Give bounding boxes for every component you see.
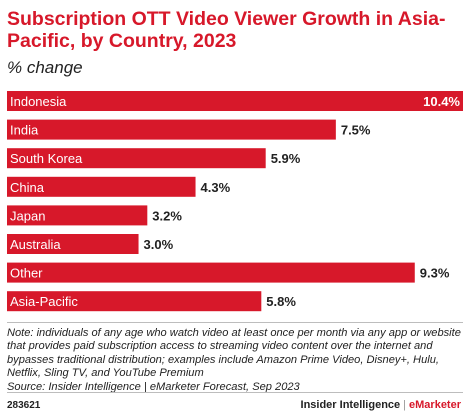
category-label-china: China bbox=[10, 180, 45, 195]
chart-note: Note: individuals of any age who watch v… bbox=[7, 327, 467, 394]
footer-divider bbox=[7, 392, 463, 393]
brand-separator: | bbox=[403, 399, 407, 411]
category-label-india: India bbox=[10, 123, 39, 138]
category-label-japan: Japan bbox=[10, 208, 45, 223]
chart-title: Subscription OTT Video Viewer Growth in … bbox=[7, 8, 446, 52]
value-label-asia-pacific: 5.8% bbox=[266, 294, 296, 309]
bar-other bbox=[7, 262, 415, 283]
divider bbox=[7, 322, 463, 323]
chart-subtitle: % change bbox=[7, 58, 83, 77]
value-label-japan: 3.2% bbox=[152, 208, 182, 223]
bar-japan bbox=[7, 205, 148, 226]
value-label-south-korea: 5.9% bbox=[271, 151, 301, 166]
value-label-australia: 3.0% bbox=[144, 237, 174, 252]
bar-south-korea bbox=[7, 148, 266, 169]
footer: 283621 Insider Intelligence | eMarketer bbox=[0, 392, 470, 416]
brand-right: eMarketer bbox=[409, 399, 461, 411]
source-text: Source: Insider Intelligence | eMarketer… bbox=[7, 380, 300, 393]
brand-left: Insider Intelligence bbox=[300, 399, 401, 411]
brand-logo: Insider Intelligence | eMarketer bbox=[301, 399, 461, 411]
bar-china bbox=[7, 176, 196, 197]
chart-id: 283621 bbox=[7, 400, 41, 411]
bar-australia bbox=[7, 234, 139, 254]
value-label-india: 7.5% bbox=[341, 123, 371, 138]
value-label-china: 4.3% bbox=[201, 180, 231, 195]
category-label-australia: Australia bbox=[10, 237, 61, 252]
bar-asia-pacific bbox=[7, 291, 262, 312]
bar-india bbox=[7, 119, 336, 140]
category-label-south-korea: South Korea bbox=[10, 151, 83, 166]
category-label-other: Other bbox=[10, 266, 43, 281]
note-text: Note: individuals of any age who watch v… bbox=[7, 327, 461, 380]
bar-indonesia bbox=[7, 91, 463, 111]
category-label-asia-pacific: Asia-Pacific bbox=[10, 294, 78, 309]
value-label-other: 9.3% bbox=[420, 266, 450, 281]
value-label-indonesia: 10.4% bbox=[423, 94, 460, 109]
category-label-indonesia: Indonesia bbox=[10, 94, 67, 109]
bar-chart: Indonesia 10.4% India 7.5% South Korea 5.9% Ch… bbox=[7, 91, 463, 312]
